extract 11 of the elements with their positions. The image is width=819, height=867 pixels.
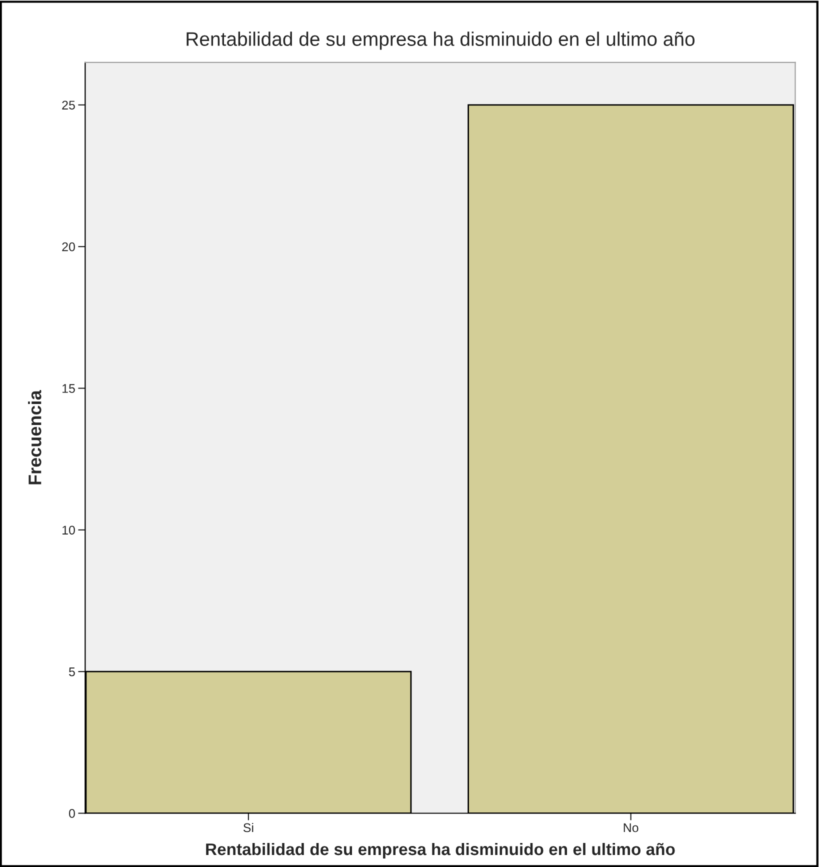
y-tick-label: 10	[62, 526, 75, 535]
x-tick-label: Si	[243, 822, 254, 832]
y-axis-title: Frecuencia	[28, 390, 42, 484]
y-tick-label: 0	[68, 809, 75, 818]
chart-title: Rentabilidad de su empresa ha disminuido en el ultimo año	[186, 32, 695, 50]
x-axis-title: Rentabilidad de su empresa ha disminuido en el ultimo año	[206, 842, 675, 858]
y-tick-label: 20	[62, 242, 75, 252]
y-tick-label: 25	[62, 100, 75, 110]
x-tick-label: No	[624, 823, 638, 832]
y-tick-label: 5	[69, 668, 75, 676]
y-tick-label: 15	[62, 384, 75, 393]
